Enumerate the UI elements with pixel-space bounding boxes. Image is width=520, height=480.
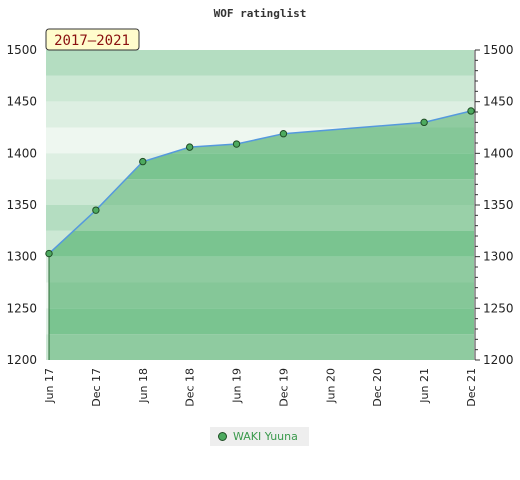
data-point: [185, 143, 194, 151]
data-point: [45, 249, 53, 258]
x-tick-label: Jun 21: [418, 368, 431, 404]
y-tick-label-right: 1450: [483, 95, 514, 109]
y-tick-label-right: 1350: [483, 198, 514, 212]
x-tick-label: Jun 18: [137, 368, 150, 404]
y-axis-left: 1200 1250 1300 1350 1400 1450 1500: [6, 43, 37, 367]
series-line: [45, 107, 475, 360]
area-band: [49, 282, 474, 309]
y-tick-label-right: 1300: [483, 250, 514, 264]
y-tick-label-left: 1350: [6, 198, 37, 212]
background-band: [46, 101, 474, 128]
x-tick-label: Jun 20: [324, 368, 337, 404]
data-point: [139, 157, 147, 166]
x-tick-label: Jun 19: [231, 368, 244, 404]
legend: WAKI Yuuna: [210, 427, 309, 446]
y-tick-label-right: 1250: [483, 301, 514, 315]
chart-title: WOF ratinglist: [214, 7, 307, 20]
area-band: [49, 256, 474, 283]
data-point: [232, 140, 241, 148]
area-band: [49, 308, 474, 335]
y-tick-label-left: 1450: [6, 95, 37, 109]
y-tick-label-left: 1400: [6, 146, 37, 160]
x-tick-label: Dec 19: [277, 368, 290, 407]
area-band: [49, 334, 474, 360]
x-tick-label: Dec 21: [465, 368, 478, 407]
period-badge-background: [45, 28, 140, 51]
x-tick-label: Jun 17: [43, 368, 56, 404]
data-point: [467, 107, 475, 115]
legend-marker-icon: [218, 432, 227, 441]
background-band: [46, 75, 474, 102]
y-tick-label-right: 1200: [483, 353, 514, 367]
data-point: [92, 206, 100, 214]
y-tick-label-right: 1400: [483, 146, 514, 160]
area-band: [49, 230, 474, 257]
y-tick-label-left: 1300: [6, 250, 37, 264]
data-point: [279, 130, 288, 138]
period-label: 2017–2021: [54, 33, 130, 49]
x-tick-label: Dec 17: [90, 368, 103, 407]
y-tick-label-right: 1500: [483, 43, 514, 57]
x-tick-label: Dec 20: [371, 368, 384, 407]
y-tick-label-left: 1500: [6, 43, 37, 57]
area-band: [49, 205, 474, 231]
y-axis-right: 1200 1250 1300 1350 1400 1450 1500: [474, 43, 514, 367]
background-band: [46, 50, 474, 76]
period-badge: 2017–2021: [45, 28, 140, 51]
data-point: [420, 118, 428, 127]
y-tick-label-left: 1250: [6, 301, 37, 315]
x-tick-label: Dec 18: [184, 368, 197, 407]
y-tick-label-left: 1200: [6, 353, 37, 367]
legend-series-name: WAKI Yuuna: [233, 430, 298, 443]
series-line-path: [48, 110, 472, 255]
x-axis: Jun 17 Dec 17 Jun 18 Dec 18 Jun 19 Dec 19 Jun …: [43, 368, 478, 407]
